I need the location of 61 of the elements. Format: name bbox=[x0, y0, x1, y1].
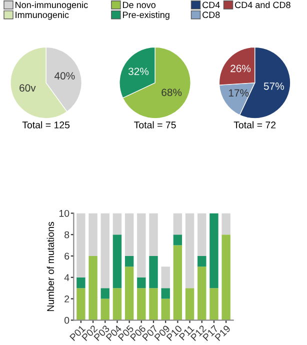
bar bbox=[210, 213, 218, 288]
bar bbox=[100, 288, 110, 299]
y-tick-label: 10 bbox=[59, 210, 70, 217]
bar bbox=[161, 298, 170, 320]
bar bbox=[173, 245, 182, 320]
y-tick-label: 2 bbox=[64, 296, 70, 302]
bar bbox=[76, 213, 86, 278]
y-tick-label: 0 bbox=[64, 316, 70, 324]
bar bbox=[88, 213, 98, 256]
data-label: 32% bbox=[128, 68, 149, 76]
data-label: 68% bbox=[162, 88, 182, 96]
bar bbox=[149, 213, 158, 256]
legend-label: Non-immunogenic bbox=[16, 1, 88, 10]
bar bbox=[137, 213, 146, 278]
bar bbox=[198, 256, 206, 267]
y-tick-label: 8 bbox=[64, 231, 70, 238]
bar bbox=[185, 288, 194, 320]
bar bbox=[124, 266, 134, 320]
bar bbox=[173, 234, 182, 246]
legend-label: CD4 bbox=[202, 2, 220, 8]
bar bbox=[112, 213, 122, 235]
bar bbox=[112, 288, 122, 320]
text: Total = 72 bbox=[234, 121, 276, 128]
legend-label: CD8 bbox=[202, 12, 220, 18]
bar bbox=[161, 266, 170, 288]
y-tick-label: 4 bbox=[64, 274, 70, 281]
bar bbox=[88, 256, 98, 320]
legend-label: Pre-existing bbox=[122, 11, 170, 20]
bar bbox=[137, 277, 146, 288]
data-label: 26% bbox=[230, 64, 251, 72]
bar bbox=[222, 213, 230, 235]
data-label: 57% bbox=[264, 82, 284, 90]
data-label: 40% bbox=[54, 72, 75, 80]
bar bbox=[198, 266, 206, 320]
bar bbox=[137, 288, 146, 320]
bar bbox=[198, 213, 206, 256]
text: Total = 75 bbox=[134, 121, 176, 128]
text: Total = 125 bbox=[22, 121, 70, 128]
bar bbox=[161, 288, 170, 299]
bar bbox=[112, 234, 122, 288]
data-label: 17% bbox=[228, 89, 249, 97]
bar bbox=[185, 213, 194, 288]
bar bbox=[124, 256, 134, 267]
bar bbox=[173, 213, 182, 235]
bar bbox=[149, 256, 158, 288]
legend-label: De novo bbox=[122, 2, 156, 8]
legend-label: Immunogenic bbox=[16, 11, 69, 20]
y-tick-label: 6 bbox=[64, 252, 70, 260]
legend-label: CD4 and CD8 bbox=[235, 1, 290, 8]
x-tick-label: P19 bbox=[214, 324, 231, 342]
bar bbox=[124, 213, 134, 256]
bar bbox=[149, 288, 158, 320]
y-axis-title: Number of mutations bbox=[46, 222, 54, 312]
data-label: 60v bbox=[20, 84, 36, 92]
bar bbox=[76, 277, 86, 288]
bar bbox=[210, 288, 218, 320]
bar bbox=[100, 298, 110, 320]
bar bbox=[222, 234, 230, 320]
bar bbox=[100, 213, 110, 288]
bar bbox=[76, 288, 86, 320]
pie-slice bbox=[122, 46, 191, 119]
